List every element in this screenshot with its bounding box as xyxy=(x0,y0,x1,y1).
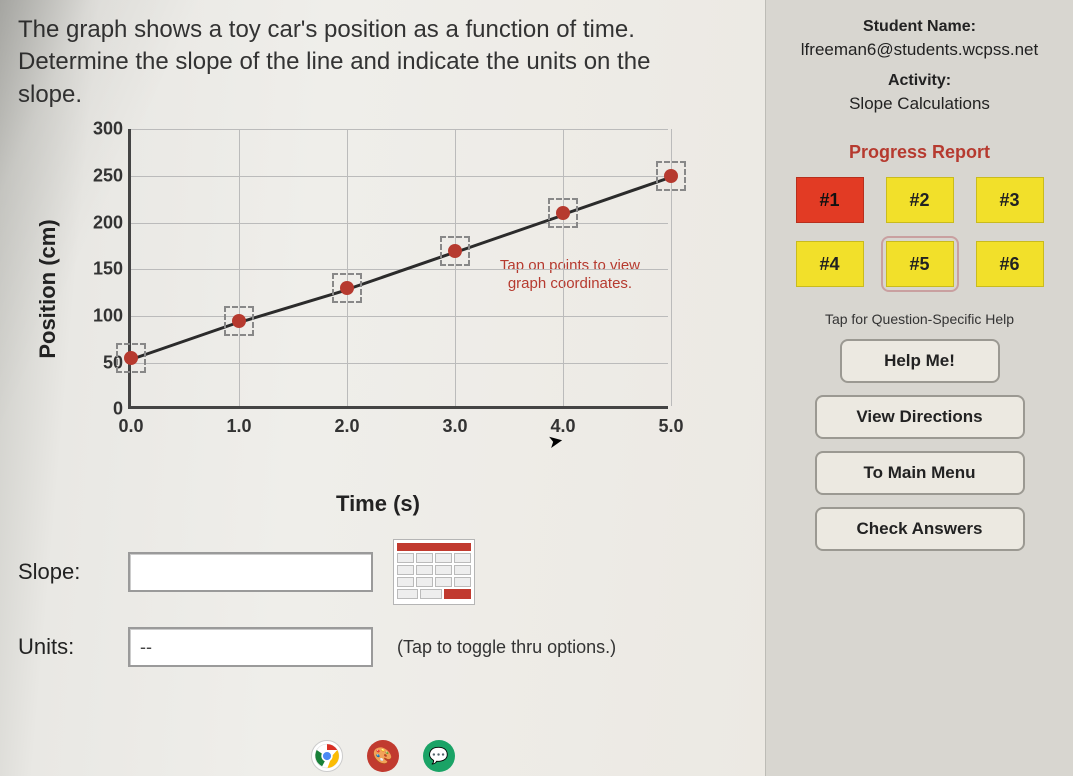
answer-section: Slope: Units: (Tap to toggle thru option… xyxy=(18,539,747,667)
progress-cell-q2[interactable]: #2 xyxy=(886,177,954,223)
slope-label: Slope: xyxy=(18,559,128,585)
x-tick-label: 2.0 xyxy=(334,406,359,437)
chart-point[interactable] xyxy=(556,206,570,220)
gridline-v xyxy=(563,129,564,406)
y-axis-label: Position (cm) xyxy=(35,220,61,359)
units-label: Units: xyxy=(18,634,128,660)
chart-point[interactable] xyxy=(448,244,462,258)
chart-point[interactable] xyxy=(340,281,354,295)
gridline-h xyxy=(131,129,668,130)
units-input[interactable] xyxy=(128,627,373,667)
slope-input[interactable] xyxy=(128,552,373,592)
sidebar: Student Name: lfreeman6@students.wcpss.n… xyxy=(765,0,1073,776)
app-dock: 🎨 💬 xyxy=(311,740,455,772)
progress-report-label: Progress Report xyxy=(778,142,1061,163)
progress-cell-q4[interactable]: #4 xyxy=(796,241,864,287)
chart-point[interactable] xyxy=(664,169,678,183)
check-answers-button[interactable]: Check Answers xyxy=(815,507,1025,551)
x-axis-label: Time (s) xyxy=(336,491,420,517)
gridline-v xyxy=(455,129,456,406)
gridline-h xyxy=(131,223,668,224)
gridline-h xyxy=(131,316,668,317)
keypad-icon[interactable] xyxy=(393,539,475,605)
x-tick-label: 5.0 xyxy=(658,406,683,437)
student-name-label: Student Name: xyxy=(778,18,1061,36)
units-tap-note: (Tap to toggle thru options.) xyxy=(397,637,616,658)
chart-hint-line1: Tap on points to view xyxy=(500,257,640,274)
x-tick-label: 1.0 xyxy=(226,406,251,437)
gridline-v xyxy=(347,129,348,406)
progress-cell-q3[interactable]: #3 xyxy=(976,177,1044,223)
chart-point[interactable] xyxy=(124,351,138,365)
question-prompt: The graph shows a toy car's position as … xyxy=(18,14,718,111)
y-tick-label: 0 xyxy=(113,399,131,420)
view-directions-button[interactable]: View Directions xyxy=(815,395,1025,439)
activity-label: Activity: xyxy=(778,72,1061,90)
chart-hint: Tap on points to view graph coordinates. xyxy=(500,257,640,293)
position-time-chart: Position (cm) Tap on points to view grap… xyxy=(58,119,698,459)
help-me-button[interactable]: Help Me! xyxy=(840,339,1000,383)
main-menu-button[interactable]: To Main Menu xyxy=(815,451,1025,495)
chart-hint-line2: graph coordinates. xyxy=(508,275,632,292)
palette-icon[interactable]: 🎨 xyxy=(367,740,399,772)
student-name-value: lfreeman6@students.wcpss.net xyxy=(778,40,1061,60)
gridline-h xyxy=(131,176,668,177)
y-tick-label: 300 xyxy=(93,119,131,140)
progress-cell-q5[interactable]: #5 xyxy=(886,241,954,287)
progress-grid: #1 #2 #3 #4 #5 #6 xyxy=(778,177,1061,287)
y-tick-label: 100 xyxy=(93,305,131,326)
gridline-h xyxy=(131,363,668,364)
chart-point[interactable] xyxy=(232,314,246,328)
x-tick-label: 3.0 xyxy=(442,406,467,437)
activity-value: Slope Calculations xyxy=(778,94,1061,114)
help-label: Tap for Question-Specific Help xyxy=(778,311,1061,327)
chrome-icon[interactable] xyxy=(311,740,343,772)
messages-icon[interactable]: 💬 xyxy=(423,740,455,772)
chart-plot-area[interactable]: Tap on points to view graph coordinates.… xyxy=(128,129,668,409)
progress-cell-q6[interactable]: #6 xyxy=(976,241,1044,287)
gridline-v xyxy=(239,129,240,406)
progress-cell-q1[interactable]: #1 xyxy=(796,177,864,223)
y-tick-label: 200 xyxy=(93,212,131,233)
y-tick-label: 250 xyxy=(93,165,131,186)
y-tick-label: 150 xyxy=(93,259,131,280)
